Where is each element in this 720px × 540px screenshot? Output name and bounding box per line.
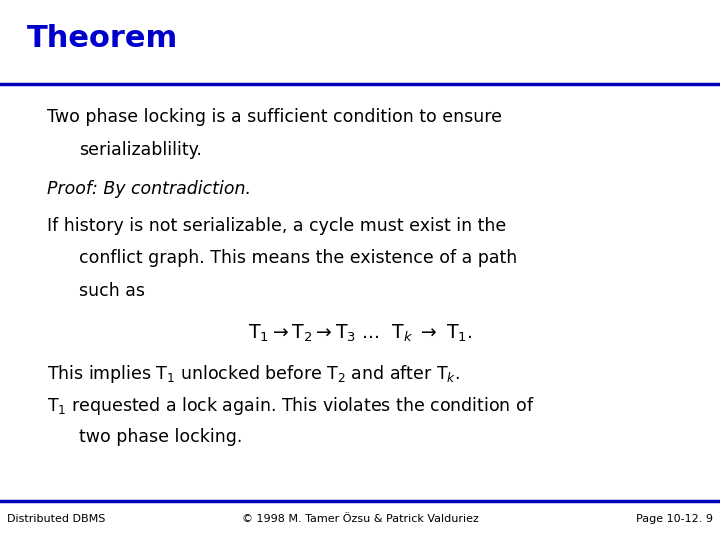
Text: Distributed DBMS: Distributed DBMS bbox=[7, 514, 106, 524]
Text: This implies T$_1$ unlocked before T$_2$ and after T$_k$.: This implies T$_1$ unlocked before T$_2$… bbox=[47, 363, 460, 385]
Text: Page 10-12. 9: Page 10-12. 9 bbox=[636, 514, 713, 524]
Text: © 1998 M. Tamer Özsu & Patrick Valduriez: © 1998 M. Tamer Özsu & Patrick Valduriez bbox=[242, 514, 478, 524]
Text: Proof: By contradiction.: Proof: By contradiction. bbox=[47, 180, 251, 198]
Text: T$_1$ requested a lock again. This violates the condition of: T$_1$ requested a lock again. This viola… bbox=[47, 395, 534, 417]
Text: two phase locking.: two phase locking. bbox=[79, 428, 243, 445]
Text: serializablility.: serializablility. bbox=[79, 141, 202, 159]
Text: conflict graph. This means the existence of a path: conflict graph. This means the existence… bbox=[79, 249, 518, 267]
Text: Theorem: Theorem bbox=[27, 24, 179, 53]
Text: If history is not serializable, a cycle must exist in the: If history is not serializable, a cycle … bbox=[47, 217, 506, 235]
Text: such as: such as bbox=[79, 282, 145, 300]
Text: Two phase locking is a sufficient condition to ensure: Two phase locking is a sufficient condit… bbox=[47, 108, 502, 126]
Text: T$_1$${\rightarrow}$T$_2$${\rightarrow}$T$_3$ ...  T$_k$ ${\rightarrow}$ T$_1$.: T$_1$${\rightarrow}$T$_2$${\rightarrow}$… bbox=[248, 322, 472, 343]
